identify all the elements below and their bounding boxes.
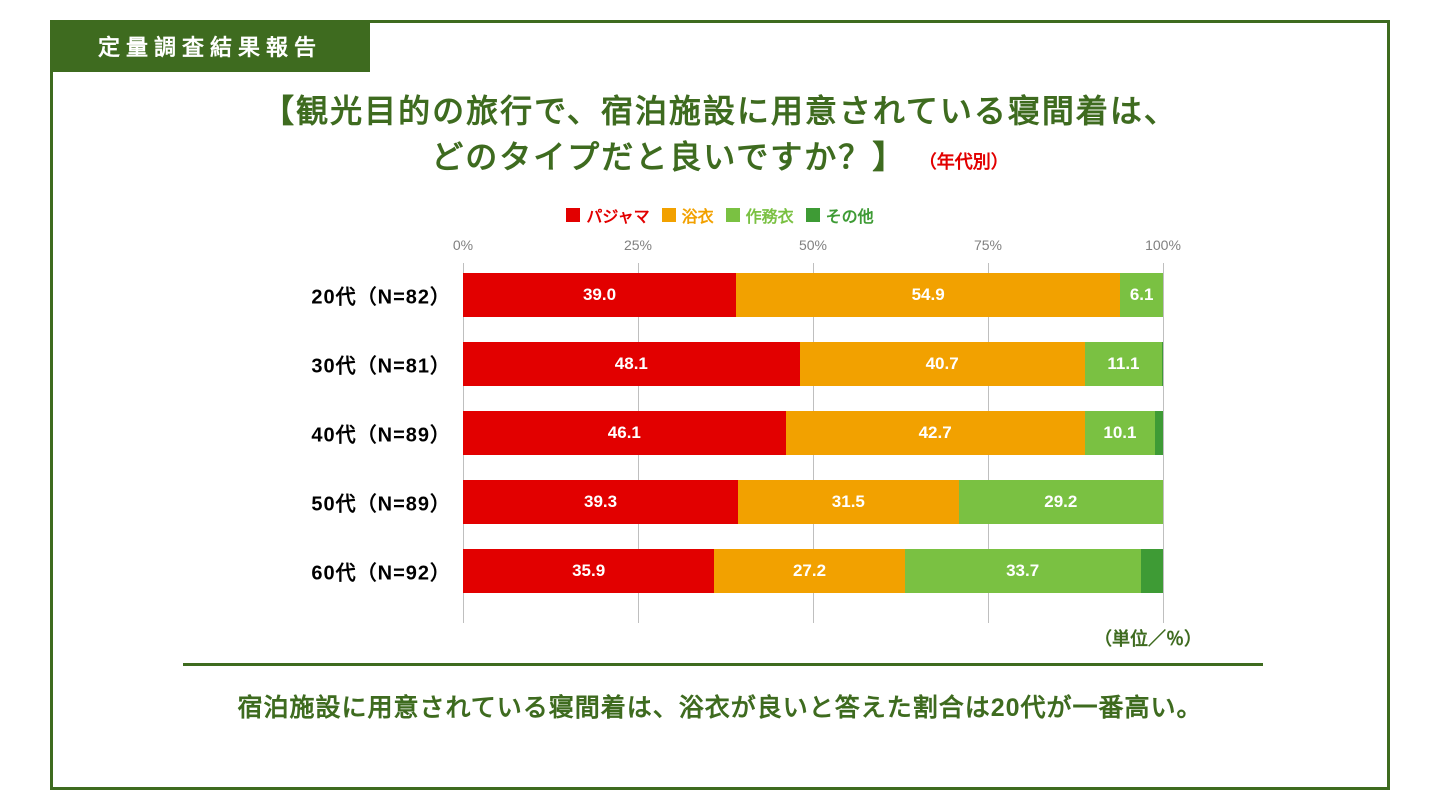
unit-note: （単位／％） — [1094, 625, 1202, 651]
gridline — [1163, 263, 1164, 623]
bar-segment — [1155, 411, 1163, 455]
chart-row: 60代（N=92）35.927.233.7 — [463, 549, 1163, 593]
bar-segment — [1141, 549, 1163, 593]
summary-text: 宿泊施設に用意されている寝間着は、浴衣が良いと答えた割合は20代が一番高い。 — [53, 688, 1387, 724]
legend-item: 作務衣 — [726, 203, 794, 227]
x-axis-top: 0%25%50%75%100% — [463, 233, 1163, 263]
legend-swatch — [662, 208, 676, 222]
bar-segment: 27.2 — [714, 549, 904, 593]
bar-segment: 11.1 — [1085, 342, 1163, 386]
x-tick-label: 25% — [624, 237, 652, 253]
title-note: （年代別） — [919, 152, 1009, 172]
row-label: 60代（N=92） — [311, 557, 451, 586]
bar-segment: 29.2 — [959, 480, 1163, 524]
bar-segment: 39.3 — [463, 480, 738, 524]
chart-row: 40代（N=89）46.142.710.1 — [463, 411, 1163, 455]
legend-swatch — [726, 208, 740, 222]
bar-segment: 46.1 — [463, 411, 786, 455]
bar-segment: 54.9 — [736, 273, 1120, 317]
section-badge: 定量調査結果報告 — [50, 20, 370, 72]
bar-segment: 10.1 — [1085, 411, 1156, 455]
chart-row: 50代（N=89）39.331.529.2 — [463, 480, 1163, 524]
report-frame: 定量調査結果報告 【観光目的の旅行で、宿泊施設に用意されている寝間着は、 どのタ… — [50, 20, 1390, 790]
bar-segment: 39.0 — [463, 273, 736, 317]
row-label: 40代（N=89） — [311, 419, 451, 448]
title-line-2: どのタイプだと良いですか？】 — [431, 139, 906, 175]
chart-row: 20代（N=82）39.054.96.1 — [463, 273, 1163, 317]
row-label: 30代（N=81） — [311, 350, 451, 379]
title-line-2-wrap: どのタイプだと良いですか？】 （年代別） — [53, 134, 1387, 180]
legend-swatch — [806, 208, 820, 222]
x-tick-label: 75% — [974, 237, 1002, 253]
x-tick-label: 100% — [1145, 237, 1181, 253]
row-label: 50代（N=89） — [311, 488, 451, 517]
legend-label: その他 — [826, 203, 874, 227]
x-tick-label: 50% — [799, 237, 827, 253]
bar-segment: 48.1 — [463, 342, 800, 386]
legend-item: パジャマ — [566, 203, 649, 227]
bar-segment: 6.1 — [1120, 273, 1163, 317]
stacked-bar-chart: 0%25%50%75%100% 20代（N=82）39.054.96.130代（… — [243, 233, 1203, 623]
summary-underline — [183, 663, 1263, 666]
chart-legend: パジャマ 浴衣 作務衣 その他 — [53, 203, 1387, 227]
bar-segment: 35.9 — [463, 549, 714, 593]
legend-label: 作務衣 — [746, 203, 794, 227]
title-block: 【観光目的の旅行で、宿泊施設に用意されている寝間着は、 どのタイプだと良いですか… — [53, 88, 1387, 181]
bar-segment — [1162, 342, 1163, 386]
bar-segment: 40.7 — [800, 342, 1085, 386]
row-label: 20代（N=82） — [311, 281, 451, 310]
title-line-1: 【観光目的の旅行で、宿泊施設に用意されている寝間着は、 — [53, 88, 1387, 134]
chart-row: 30代（N=81）48.140.711.1 — [463, 342, 1163, 386]
legend-item: 浴衣 — [662, 203, 714, 227]
bar-segment: 42.7 — [786, 411, 1085, 455]
x-tick-label: 0% — [453, 237, 473, 253]
legend-swatch — [566, 208, 580, 222]
chart-plot-area: 20代（N=82）39.054.96.1 30代（N=81）48.140.711.… — [463, 263, 1163, 623]
bar-segment: 31.5 — [738, 480, 959, 524]
legend-item: その他 — [806, 203, 874, 227]
legend-label: 浴衣 — [682, 203, 714, 227]
bar-segment: 33.7 — [905, 549, 1141, 593]
legend-label: パジャマ — [586, 203, 649, 227]
